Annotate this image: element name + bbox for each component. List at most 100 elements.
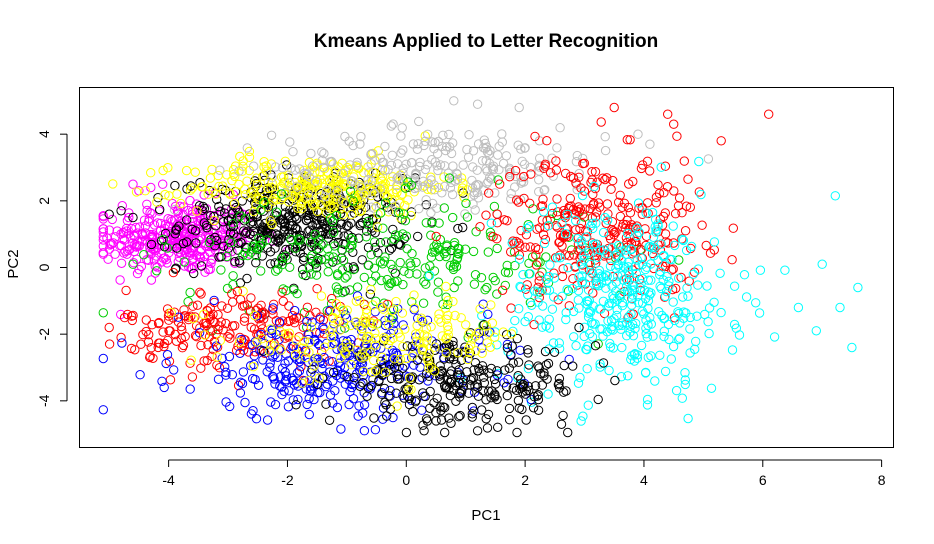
- data-point: [249, 186, 259, 196]
- data-point: [604, 365, 614, 376]
- data-point: [480, 144, 490, 154]
- data-point: [349, 372, 359, 383]
- data-point: [141, 326, 151, 337]
- data-point: [152, 266, 162, 276]
- data-point: [579, 331, 589, 342]
- data-point: [607, 243, 617, 253]
- data-point: [394, 370, 404, 380]
- data-point: [334, 358, 344, 368]
- data-point: [234, 166, 244, 176]
- data-point: [363, 175, 373, 185]
- data-point: [338, 343, 348, 353]
- data-point: [470, 358, 481, 368]
- data-point: [137, 236, 147, 246]
- data-point: [677, 234, 688, 245]
- data-point: [655, 350, 665, 360]
- data-point: [256, 266, 266, 276]
- data-point: [453, 348, 463, 358]
- data-point: [277, 163, 288, 173]
- data-point: [659, 326, 669, 336]
- data-point: [340, 323, 350, 333]
- data-point: [443, 295, 453, 306]
- data-point: [383, 339, 393, 350]
- data-point: [703, 317, 713, 327]
- data-point: [325, 327, 335, 337]
- data-point: [420, 131, 430, 141]
- data-point: [598, 245, 609, 255]
- data-point: [240, 247, 250, 258]
- data-point: [271, 266, 281, 276]
- data-point: [573, 232, 583, 243]
- data-point: [430, 342, 440, 352]
- data-point: [469, 190, 479, 200]
- data-point: [406, 210, 416, 221]
- data-point: [477, 405, 487, 415]
- data-point: [486, 300, 496, 310]
- data-point: [679, 307, 689, 317]
- data-point: [473, 391, 484, 401]
- data-point: [603, 316, 613, 326]
- data-point: [336, 424, 346, 434]
- data-point: [388, 172, 398, 182]
- data-point: [276, 254, 287, 264]
- data-point: [176, 222, 186, 233]
- data-point: [481, 395, 491, 405]
- data-point: [420, 164, 431, 175]
- data-point: [266, 130, 277, 141]
- data-point: [632, 350, 643, 360]
- data-point: [413, 231, 423, 242]
- x-tick-label: 0: [402, 472, 410, 488]
- data-point: [185, 195, 195, 206]
- data-point: [324, 356, 334, 366]
- data-point: [480, 285, 490, 295]
- data-point: [283, 356, 293, 366]
- data-point: [178, 238, 189, 249]
- data-point: [235, 231, 246, 242]
- data-point: [369, 173, 379, 183]
- data-point: [355, 139, 365, 149]
- data-point: [581, 232, 591, 242]
- data-point: [377, 389, 387, 399]
- data-point: [245, 229, 255, 239]
- data-point: [678, 235, 689, 246]
- data-point: [186, 263, 196, 274]
- data-point: [177, 343, 188, 353]
- data-point: [322, 379, 332, 389]
- data-point: [682, 283, 692, 293]
- data-point: [259, 157, 269, 167]
- data-point: [128, 259, 138, 269]
- data-point: [255, 313, 265, 323]
- data-point: [520, 242, 530, 253]
- data-point: [295, 235, 305, 245]
- data-point: [636, 340, 647, 351]
- data-point: [227, 289, 237, 299]
- data-point: [557, 271, 568, 282]
- data-point: [595, 245, 605, 256]
- data-point: [265, 216, 276, 226]
- data-point: [555, 253, 565, 263]
- data-point: [506, 194, 516, 204]
- data-point: [368, 300, 378, 310]
- data-point: [435, 160, 446, 170]
- data-point: [372, 319, 382, 329]
- data-point: [583, 308, 594, 318]
- data-point: [384, 245, 395, 255]
- data-point: [172, 189, 182, 199]
- data-point: [559, 230, 569, 240]
- data-point: [504, 415, 515, 425]
- data-point: [423, 184, 433, 195]
- data-point: [132, 268, 143, 279]
- data-point: [524, 222, 535, 232]
- data-point: [585, 328, 595, 339]
- data-point: [600, 132, 610, 142]
- data-point: [507, 341, 517, 351]
- data-point: [410, 397, 421, 407]
- data-point: [532, 391, 542, 401]
- data-point: [227, 321, 238, 331]
- data-point: [568, 204, 579, 215]
- data-point: [453, 223, 463, 234]
- data-point: [671, 385, 682, 396]
- data-point: [680, 226, 691, 236]
- data-point: [331, 191, 341, 201]
